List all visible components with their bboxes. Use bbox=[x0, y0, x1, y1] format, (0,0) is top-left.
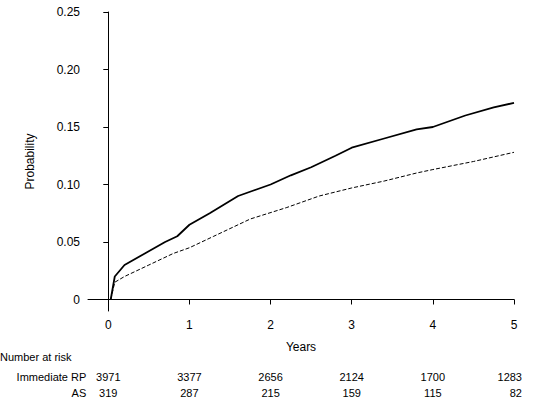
svg-text:0.15: 0.15 bbox=[57, 120, 81, 134]
svg-text:82: 82 bbox=[510, 387, 522, 399]
svg-text:2656: 2656 bbox=[258, 371, 282, 383]
svg-text:2: 2 bbox=[267, 318, 274, 332]
svg-text:0.25: 0.25 bbox=[57, 5, 81, 19]
svg-text:0.05: 0.05 bbox=[57, 235, 81, 249]
svg-text:Probability: Probability bbox=[23, 133, 37, 189]
svg-text:3377: 3377 bbox=[177, 371, 201, 383]
svg-text:5: 5 bbox=[511, 318, 518, 332]
svg-text:0: 0 bbox=[105, 318, 112, 332]
svg-text:1283: 1283 bbox=[498, 371, 522, 383]
svg-text:287: 287 bbox=[180, 387, 198, 399]
svg-text:0: 0 bbox=[73, 293, 80, 307]
svg-text:0.10: 0.10 bbox=[57, 178, 81, 192]
svg-text:AS: AS bbox=[72, 387, 87, 399]
svg-text:3: 3 bbox=[348, 318, 355, 332]
svg-text:319: 319 bbox=[99, 387, 117, 399]
svg-text:0.20: 0.20 bbox=[57, 63, 81, 77]
svg-text:Immediate RP: Immediate RP bbox=[17, 371, 87, 383]
svg-text:Number at risk: Number at risk bbox=[0, 351, 72, 363]
svg-text:4: 4 bbox=[430, 318, 437, 332]
svg-text:2124: 2124 bbox=[339, 371, 363, 383]
svg-text:1: 1 bbox=[186, 318, 193, 332]
svg-text:1700: 1700 bbox=[421, 371, 445, 383]
svg-text:Years: Years bbox=[286, 340, 316, 354]
svg-text:159: 159 bbox=[343, 387, 361, 399]
svg-text:115: 115 bbox=[424, 387, 442, 399]
svg-text:3971: 3971 bbox=[96, 371, 120, 383]
svg-text:215: 215 bbox=[261, 387, 279, 399]
